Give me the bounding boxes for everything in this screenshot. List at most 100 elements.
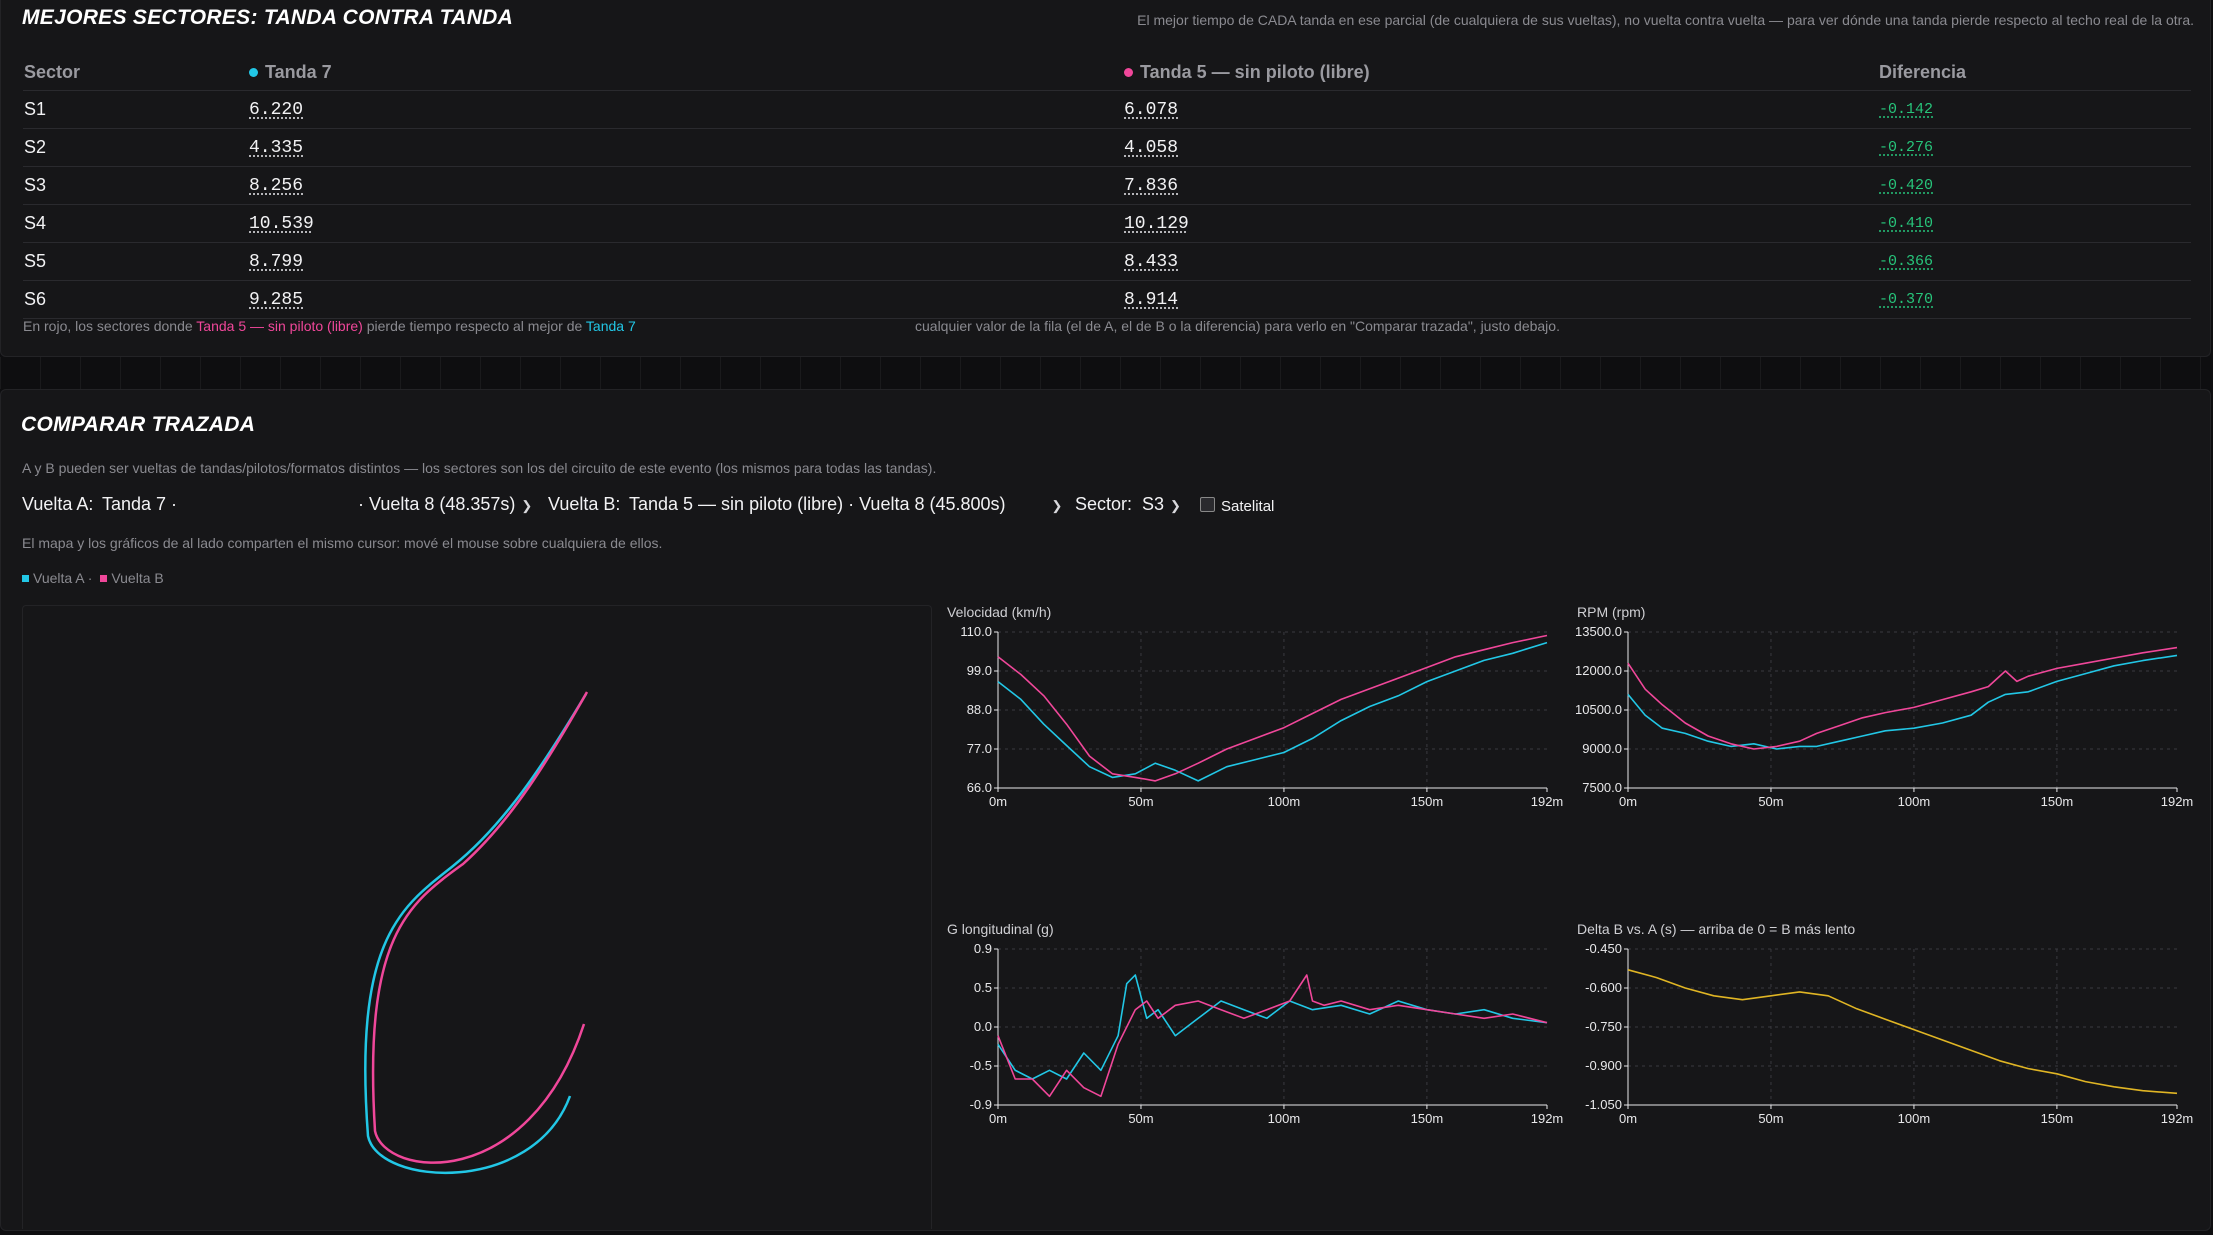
- y-tick-label: -1.050: [1585, 1097, 1622, 1112]
- sectors-footnote: En rojo, los sectores donde Tanda 5 — si…: [23, 318, 636, 334]
- lap-a-tanda-value: Tanda 7 ·: [102, 494, 178, 514]
- best-sectors-panel: MEJORES SECTORES: TANDA CONTRA TANDA El …: [0, 0, 2211, 357]
- sector-cell: S5: [23, 242, 248, 281]
- chevron-down-icon: ❯: [521, 498, 533, 513]
- lap-a-tanda-select[interactable]: Tanda 7 ·: [102, 494, 177, 515]
- time-a-cell[interactable]: 4.335: [248, 128, 1123, 167]
- sector-label: Sector:: [1075, 494, 1133, 514]
- sector-cell: S3: [23, 166, 248, 205]
- series-line: [1627, 646, 2178, 750]
- table-row: S4 10.539 10.129 -0.410: [23, 204, 2191, 243]
- y-tick-label: 99.0: [967, 663, 992, 678]
- lap-b-value: Tanda 5 — sin piloto (libre) · Vuelta 8 …: [629, 494, 1006, 514]
- x-tick-label: 50m: [1758, 794, 1783, 809]
- legend-a-label: Vuelta A ·: [33, 570, 93, 586]
- g-long-chart-svg: 0.9 0.5 0.0 -0.5 -0.90m 50m 100m 150m 192m: [970, 941, 1564, 1126]
- y-tick-label: -0.5: [970, 1058, 992, 1073]
- x-tick-label: 0m: [989, 794, 1007, 809]
- y-tick-label: 9000.0: [1582, 741, 1622, 756]
- x-tick-label: 100m: [1898, 1111, 1931, 1126]
- sector-value: S3: [1142, 494, 1165, 514]
- col-tanda-a-label: Tanda 7: [265, 61, 332, 82]
- satellite-checkbox[interactable]: [1200, 497, 1215, 512]
- table-row: S6 9.285 8.914 -0.370: [23, 280, 2191, 319]
- x-tick-label: 50m: [1128, 794, 1153, 809]
- table-row: S5 8.799 8.433 -0.366: [23, 242, 2191, 281]
- track-map[interactable]: [22, 605, 932, 1229]
- diff-cell[interactable]: -0.142: [1878, 90, 2191, 129]
- time-a-cell[interactable]: 9.285: [248, 280, 1123, 319]
- best-sectors-description: El mejor tiempo de CADA tanda en ese par…: [1137, 12, 2194, 28]
- time-a-cell[interactable]: 10.539: [248, 204, 1123, 243]
- lap-legend: Vuelta A · Vuelta B: [22, 570, 164, 586]
- y-tick-label: 66.0: [967, 780, 992, 795]
- sectors-footnote-right: cualquier valor de la fila (el de A, el …: [915, 318, 1560, 334]
- x-tick-label: 50m: [1758, 1111, 1783, 1126]
- cursor-note: El mapa y los gráficos de al lado compar…: [22, 535, 663, 551]
- sectors-table: Sector Tanda 7 Tanda 5 — sin piloto (lib…: [23, 54, 2191, 319]
- y-tick-label: -0.450: [1585, 941, 1622, 956]
- y-tick-label: 0.0: [974, 1019, 992, 1034]
- speed-chart-svg: 110.0 99.0 88.0 77.0 66.00m 50m 100m 150m 192m: [960, 624, 1564, 809]
- diff-cell[interactable]: -0.276: [1878, 128, 2191, 167]
- compare-title: COMPARAR TRAZADA: [21, 413, 256, 436]
- x-tick-label: 150m: [2041, 794, 2074, 809]
- diff-cell[interactable]: -0.410: [1878, 204, 2191, 243]
- y-tick-label: 88.0: [967, 702, 992, 717]
- y-tick-label: 0.9: [974, 941, 992, 956]
- col-tanda-b: Tanda 5 — sin piloto (libre): [1123, 54, 1878, 91]
- x-tick-label: 192m: [2161, 1111, 2194, 1126]
- x-tick-label: 50m: [1128, 1111, 1153, 1126]
- sector-cell: S1: [23, 90, 248, 129]
- rpm-chart-svg: 13500.0 12000.0 10500.0 9000.0 7500.00m 50m 10…: [1575, 624, 2194, 809]
- track-line-a: [364, 693, 588, 1175]
- diff-cell[interactable]: -0.420: [1878, 166, 2191, 205]
- time-b-cell[interactable]: 7.836: [1123, 166, 1878, 205]
- time-a-cell[interactable]: 8.256: [248, 166, 1123, 205]
- tanda-b-dot: [1124, 67, 1133, 77]
- time-a-cell[interactable]: 6.220: [248, 90, 1123, 129]
- diff-cell[interactable]: -0.370: [1878, 280, 2191, 319]
- chevron-down-icon: ❯: [1170, 498, 1181, 513]
- compare-description: A y B pueden ser vueltas de tandas/pilot…: [22, 460, 937, 476]
- y-tick-label: 7500.0: [1582, 780, 1622, 795]
- time-b-cell[interactable]: 4.058: [1123, 128, 1878, 167]
- lap-a-lap-value: · Vuelta 8 (48.357s): [358, 494, 516, 514]
- x-tick-label: 192m: [1531, 794, 1564, 809]
- chevron-down-icon: ❯: [1051, 498, 1063, 513]
- legend-b-label: Vuelta B: [111, 570, 164, 586]
- delta-chart-title: Delta B vs. A (s) — arriba de 0 = B más …: [1577, 921, 1856, 937]
- y-tick-label: -0.600: [1585, 980, 1622, 995]
- col-sector: Sector: [23, 54, 248, 91]
- col-tanda-a: Tanda 7: [248, 54, 1123, 91]
- diff-cell[interactable]: -0.366: [1878, 242, 2191, 281]
- sector-select[interactable]: S3 ❯: [1142, 494, 1181, 515]
- time-b-cell[interactable]: 8.914: [1123, 280, 1878, 319]
- time-a-cell[interactable]: 8.799: [248, 242, 1123, 281]
- x-tick-label: 192m: [1531, 1111, 1564, 1126]
- track-map-svg: [364, 691, 589, 1175]
- x-tick-label: 192m: [2161, 794, 2194, 809]
- satellite-label: Satelital: [1221, 498, 1275, 515]
- sector-cell: S4: [23, 204, 248, 243]
- sectors-table-header: Sector Tanda 7 Tanda 5 — sin piloto (lib…: [23, 54, 2191, 91]
- y-tick-label: 77.0: [967, 741, 992, 756]
- series-line: [997, 634, 1548, 782]
- x-tick-label: 150m: [1411, 794, 1444, 809]
- footnote-tanda-a: Tanda 7: [585, 318, 636, 334]
- series-line: [997, 974, 1548, 1098]
- lap-b-select[interactable]: Tanda 5 — sin piloto (libre) · Vuelta 8 …: [629, 494, 1062, 515]
- y-tick-label: 13500.0: [1575, 624, 1622, 639]
- x-tick-label: 100m: [1898, 794, 1931, 809]
- time-b-cell[interactable]: 10.129: [1123, 204, 1878, 243]
- satellite-toggle[interactable]: Satelital: [1200, 497, 1274, 515]
- lap-a-lap-select[interactable]: · Vuelta 8 (48.357s) ❯: [358, 494, 532, 515]
- time-b-cell[interactable]: 6.078: [1123, 90, 1878, 129]
- y-tick-label: 10500.0: [1575, 702, 1622, 717]
- table-row: S3 8.256 7.836 -0.420: [23, 166, 2191, 205]
- y-tick-label: 0.5: [974, 980, 992, 995]
- series-line: [997, 641, 1548, 782]
- time-b-cell[interactable]: 8.433: [1123, 242, 1878, 281]
- lap-a-label: Vuelta A:: [22, 494, 94, 514]
- y-tick-label: -0.900: [1585, 1058, 1622, 1073]
